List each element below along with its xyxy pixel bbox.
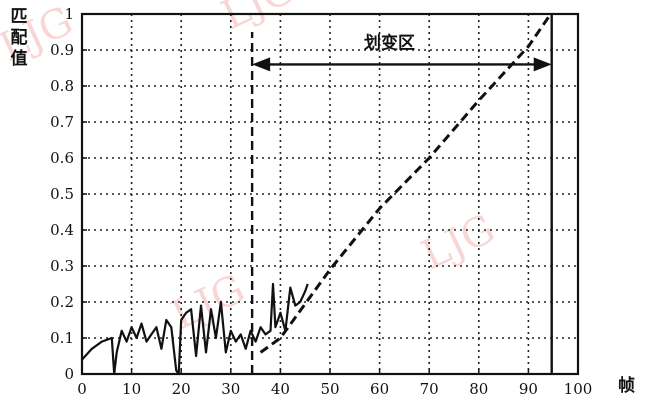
- series-line-solid: [81, 282, 309, 376]
- y-tick-label: 0.3: [50, 257, 74, 275]
- y-tick-label: 0.7: [50, 113, 74, 131]
- y-tick-label: 0.5: [50, 185, 74, 203]
- grid: [82, 14, 578, 374]
- x-tick-label: 30: [221, 380, 240, 396]
- annotation-layer: 划变区: [250, 14, 553, 374]
- annotation-label: 划变区: [364, 32, 415, 53]
- y-tick-label: 0: [64, 365, 74, 383]
- x-tick-label: 50: [320, 380, 339, 396]
- series-line-dashed: [259, 13, 552, 354]
- y-tick-label: 0.6: [50, 149, 74, 167]
- y-axis-label: 匹配值: [11, 7, 28, 69]
- watermark-3: LJG: [415, 206, 502, 279]
- x-tick-label: 0: [77, 380, 87, 396]
- y-axis-label-char: 匹: [11, 7, 28, 27]
- annotation-arrowhead-right: [533, 57, 552, 72]
- y-axis-label-char: 值: [11, 48, 28, 69]
- y-tick-label: 0.2: [50, 293, 74, 311]
- y-tick-label: 0.8: [50, 77, 74, 95]
- watermark-2: LJG: [215, 0, 302, 39]
- x-tick-label: 70: [420, 380, 439, 396]
- annotation-arrowhead-left: [252, 57, 271, 72]
- y-tick-label: 1: [64, 5, 74, 23]
- x-tick-label: 40: [271, 380, 290, 396]
- x-tick-label: 20: [172, 380, 191, 396]
- x-axis-label: 帧: [618, 375, 635, 396]
- x-tick-label: 90: [519, 380, 538, 396]
- x-tick-label: 100: [564, 380, 593, 396]
- y-tick-label: 0.1: [50, 329, 74, 347]
- x-tick-label: 80: [469, 380, 488, 396]
- y-axis-label-char: 配: [11, 28, 28, 48]
- x-tick-label: 60: [370, 380, 389, 396]
- series-layer: [81, 13, 552, 376]
- watermark-layer: LJG LJG LJG LJG: [0, 0, 502, 339]
- axes: 0 10 20 30 40 50 60 70 80 90 100 0 0.1 0.2 0.3 0.4 0.5 0.…: [50, 5, 592, 396]
- y-tick-label: 0.9: [50, 41, 74, 59]
- y-tick-label: 0.4: [50, 221, 74, 239]
- x-tick-label: 10: [122, 380, 141, 396]
